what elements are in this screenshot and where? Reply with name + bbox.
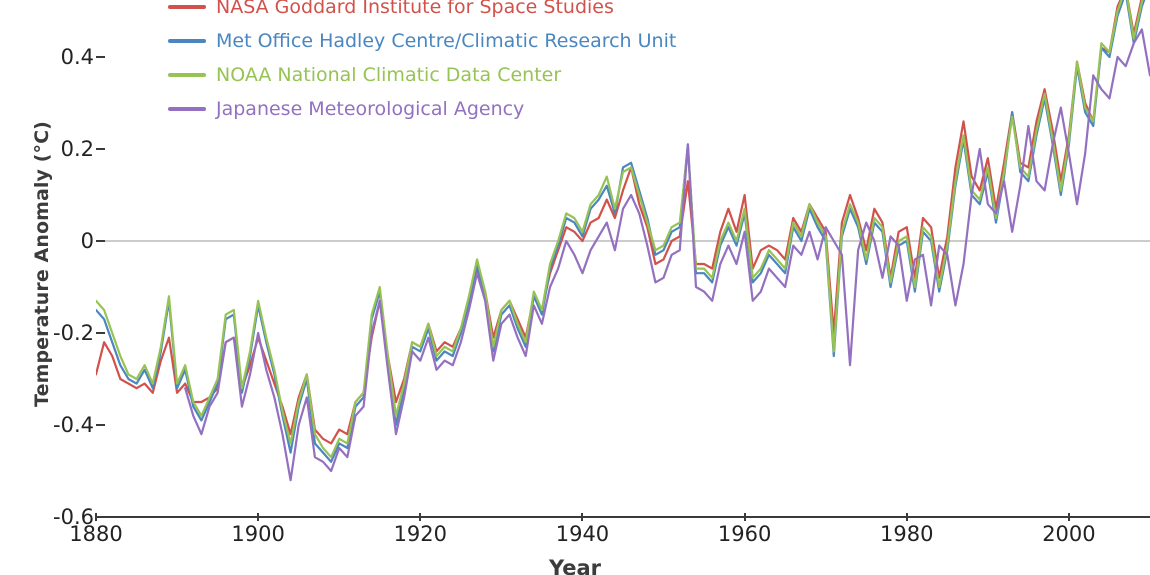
y-tick-mark [96,148,105,150]
legend-color-swatch [168,73,206,77]
legend-item-label: Met Office Hadley Centre/Climatic Resear… [216,30,677,52]
x-tick-mark [905,513,908,521]
x-tick-label: 1880 [69,522,123,546]
chart-legend: NASA Goddard Institute for Space Studies… [168,0,676,126]
y-tick-text: -0.2 [53,321,94,345]
x-tick-label: 1980 [880,522,934,546]
y-tick-mark [96,332,105,334]
y-tick-text: 0.4 [60,45,94,69]
x-tick-mark [257,513,260,521]
x-tick-label: 1900 [231,522,285,546]
y-tick-text: 0 [80,229,94,253]
x-tick-mark [419,513,422,521]
series-line-2 [96,0,1144,459]
x-tick-mark [581,513,584,521]
legend-item-label: Japanese Meteorological Agency [216,98,525,120]
x-tick-mark [95,513,97,521]
x-tick-label: 1940 [555,522,610,546]
x-tick-mark [1067,513,1070,521]
y-tick-mark [96,240,105,242]
legend-item[interactable]: Japanese Meteorological Agency [168,92,676,126]
y-tick-text: -0.6 [53,505,94,529]
y-tick-mark [96,424,105,426]
x-tick-label: 1920 [393,522,448,546]
legend-item-label: NOAA National Climatic Data Center [216,64,562,86]
series-line-3 [184,28,1150,482]
legend-color-swatch [168,107,206,111]
legend-item[interactable]: NOAA National Climatic Data Center [168,58,676,92]
legend-color-swatch [168,5,206,9]
y-axis-title: Temperature Anomaly (°C) [31,121,53,407]
legend-item[interactable]: Met Office Hadley Centre/Climatic Resear… [168,24,676,58]
y-tick-text: -0.4 [53,413,94,437]
x-axis-title: Year [548,556,602,575]
series-line-0 [96,0,1143,445]
legend-color-swatch [168,39,206,43]
legend-item[interactable]: NASA Goddard Institute for Space Studies [168,0,676,24]
y-tick-mark [96,56,105,58]
legend-item-label: NASA Goddard Institute for Space Studies [216,0,614,18]
x-tick-mark [743,513,746,521]
x-tick-label: 2000 [1042,522,1096,546]
y-tick-text: 0.2 [60,137,94,161]
x-tick-label: 1960 [717,522,772,546]
